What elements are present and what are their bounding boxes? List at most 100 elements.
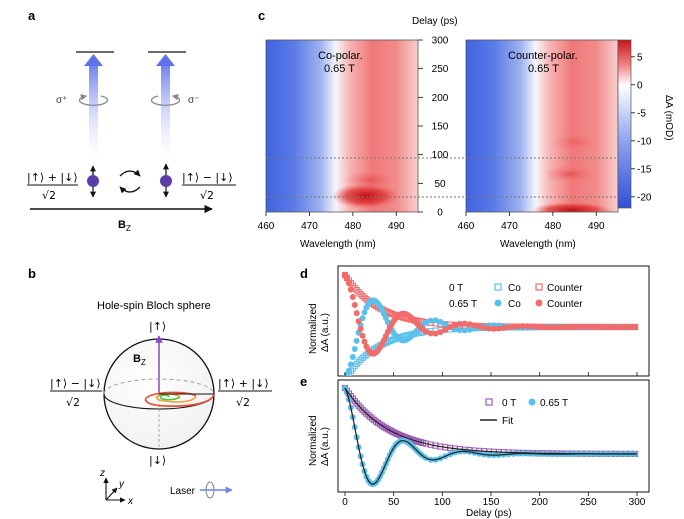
heatmap-co-title-2: 0.65 T [324,63,355,75]
colorbar-tick-label: -5 [637,108,646,119]
heatmap-co-early-max [332,183,400,209]
point-065T-counter [578,323,585,330]
sigma-plus-label: σ⁺ [56,95,67,106]
fit-line-065T [344,387,637,485]
point-065T-counter [361,338,368,345]
delay-tick-label: 0 [437,208,443,219]
state-right-numerator: |↑⟩ − |↓⟩ [182,171,233,184]
point-065T-counter [563,324,570,331]
point-065T-counter [593,323,600,330]
point-0T-counter [388,310,395,317]
point-065T-counter [481,324,488,331]
bloch-right-denominator: √2 [236,396,250,409]
panel-label-e: e [300,374,307,389]
point-e-0T [415,438,423,445]
point-065T-counter [451,322,458,329]
legend-d-co-open-marker [494,283,502,291]
laser-beam-right-tip [156,54,175,66]
legend-d-co-label-2: Co [508,299,521,310]
point-065T-counter [345,280,352,287]
wavelength-left-tick-label: 490 [388,221,405,232]
point-e-0T [411,437,419,444]
coord-x-label: x [127,496,134,507]
panel-label-a: a [28,8,36,23]
plot-e-ylabel-2: ΔA (a.u.) [320,427,331,466]
laser-beam-left [89,62,98,170]
legend-d-counter-label-2: Counter [547,299,583,310]
legend-d-row1: 0 T [449,283,463,294]
legend-d-row2: 0.65 T [449,299,477,310]
point-e-0T [392,430,399,437]
point-065T-counter [461,320,468,327]
point-065T-counter [529,323,536,330]
point-065T-counter [427,330,434,337]
legend-e-fit-label: Fit [502,416,513,427]
point-e-0T [394,431,401,438]
heatmap-counter-title-1: Counter-polar. [508,50,578,62]
point-065T-counter [515,323,522,330]
plot-e-x-axis: 0 50 100 150 200 250 300 [342,492,646,508]
coord-z-label: z [99,468,105,479]
point-065T-co [466,326,473,333]
point-065T-counter [559,324,566,331]
legend-e-0T-label: 0 T [502,398,516,409]
point-e-0T [359,406,366,413]
point-065T-counter [544,324,551,331]
point-065T-counter [554,324,561,331]
point-065T-counter [612,324,619,331]
coord-y-label: y [118,479,125,490]
point-065T-co [442,321,449,328]
state-left-denominator: √2 [42,189,56,202]
point-0T-co [353,360,360,368]
panel-c: Delay (ps) Co-polar. 0.65 T Counter-pola… [258,16,674,250]
point-065T-counter [486,325,493,332]
point-0T-co [386,337,393,345]
legend-d-counter-label-1: Counter [547,283,583,294]
legend-d-counter-open-marker [535,283,543,291]
point-065T-counter [617,324,624,331]
point-e-0T [361,408,368,415]
laser-label: Laser [170,486,196,497]
point-065T-counter [466,321,473,328]
delay-tick-label: 50 [434,179,446,190]
point-065T-counter [432,330,439,337]
delay-axis: 0 50 100 150 200 250 300 [418,36,449,219]
point-065T-counter [505,324,512,331]
heatmap-counter-early-max [532,202,612,212]
point-065T-co [345,367,352,374]
panel-b: Hole-spin Bloch sphere BZ |↑⟩ |↓⟩ |↑⟩ − … [50,300,272,507]
point-065T-counter [351,301,358,308]
point-065T-counter [588,323,595,330]
plot-e-xlabel: Delay (ps) [466,508,512,519]
field-label-b: BZ [133,353,146,367]
point-0T-co [355,358,362,365]
point-065T-counter [607,324,614,331]
point-065T-counter [510,323,517,330]
panel-e: 0 50 100 150 200 250 300 Normalized ΔA (a.u.) … [308,379,650,519]
plot-d-ylabel-2: ΔA (a.u.) [320,313,331,352]
colorbar-tick-label: -20 [637,192,652,203]
wavelength-axis-left: 460 470 480 490 [258,212,405,232]
sigma-minus-rotation-icon [150,93,181,106]
sigma-minus-label: σ⁻ [188,95,199,106]
plot-e-tick-label: 0 [342,497,348,508]
point-065T-counter [500,324,507,331]
precession-arrow-top-icon [119,169,141,177]
point-e-0T [357,404,364,411]
point-0T-co [357,356,364,364]
point-e-0T [363,410,370,417]
point-0T-counter [386,309,393,317]
bloch-sphere-title: Hole-spin Bloch sphere [97,300,211,312]
colorbar-tick-label: 0 [637,80,643,91]
spin-spiral-outer [144,391,215,407]
point-065T-counter [627,324,634,331]
colorbar-label: ΔA (mOD) [663,95,674,141]
plot-e-tick-label: 150 [483,497,500,508]
plot-e-tick-label: 300 [629,497,646,508]
point-065T-counter [476,323,483,330]
state-left-numerator: |↑⟩ + |↓⟩ [27,171,78,184]
point-065T-counter [524,323,531,330]
legend-d-counter-filled-marker [535,299,543,307]
point-065T-counter [622,324,629,331]
